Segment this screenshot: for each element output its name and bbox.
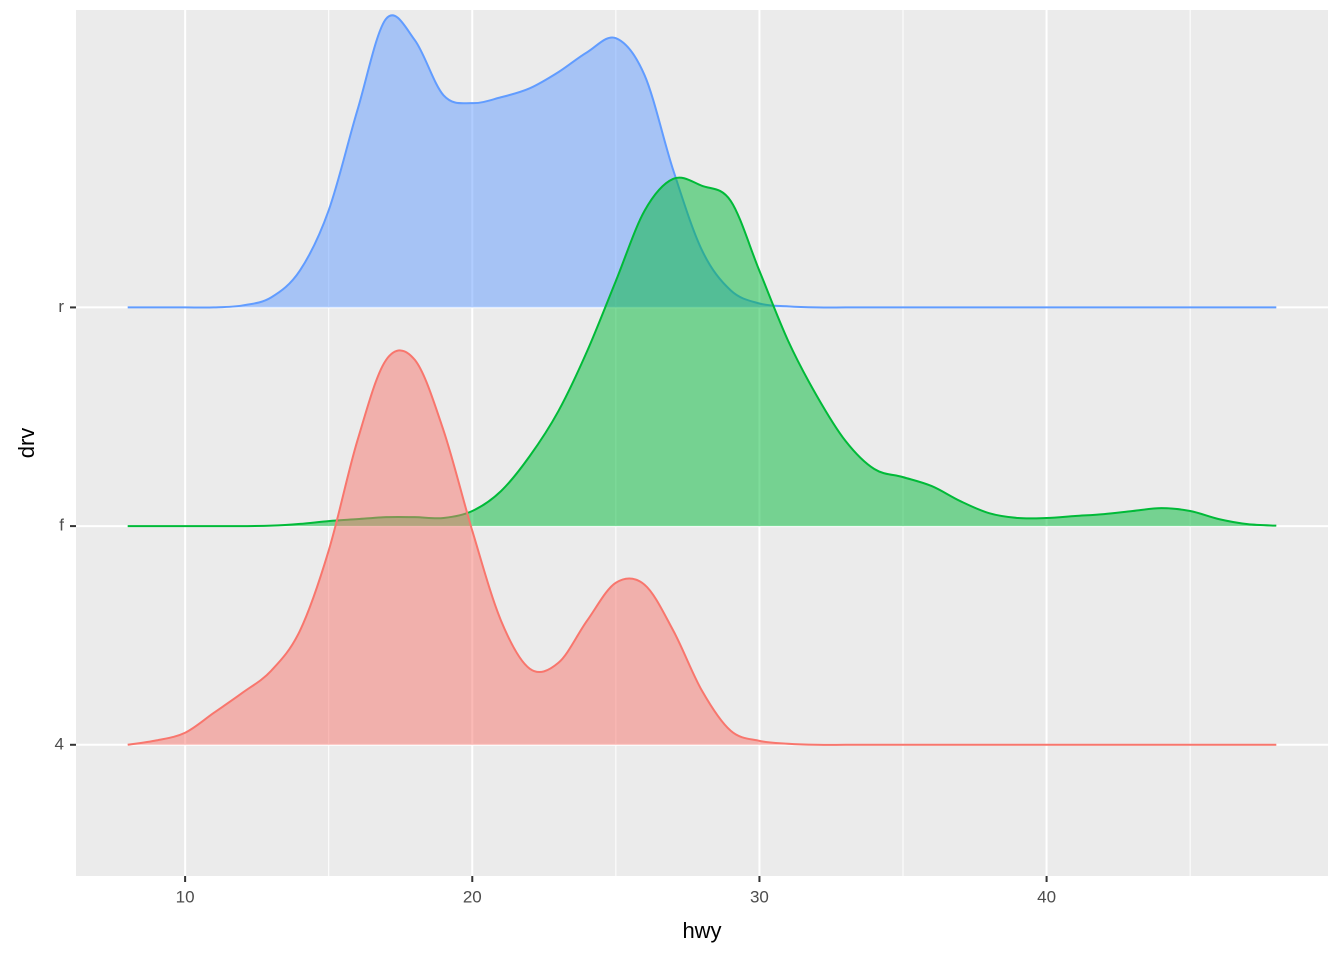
x-tick-label: 10 — [176, 887, 195, 906]
ridge-fill — [127, 177, 1277, 527]
ridge-fill — [127, 15, 1277, 308]
x-axis-title: hwy — [682, 918, 721, 943]
ridge-line — [127, 349, 1277, 746]
x-tick-label: 30 — [750, 887, 769, 906]
ridges — [127, 14, 1277, 746]
y-axis-title: drv — [14, 428, 39, 459]
x-tick-label: 20 — [463, 887, 482, 906]
ridge-line — [127, 176, 1277, 528]
y-tick-label: 4 — [55, 734, 64, 753]
y-tick-label: f — [59, 516, 64, 535]
x-tick-label: 40 — [1037, 887, 1056, 906]
ridge-fill — [127, 350, 1277, 745]
y-tick-label: r — [58, 297, 64, 316]
